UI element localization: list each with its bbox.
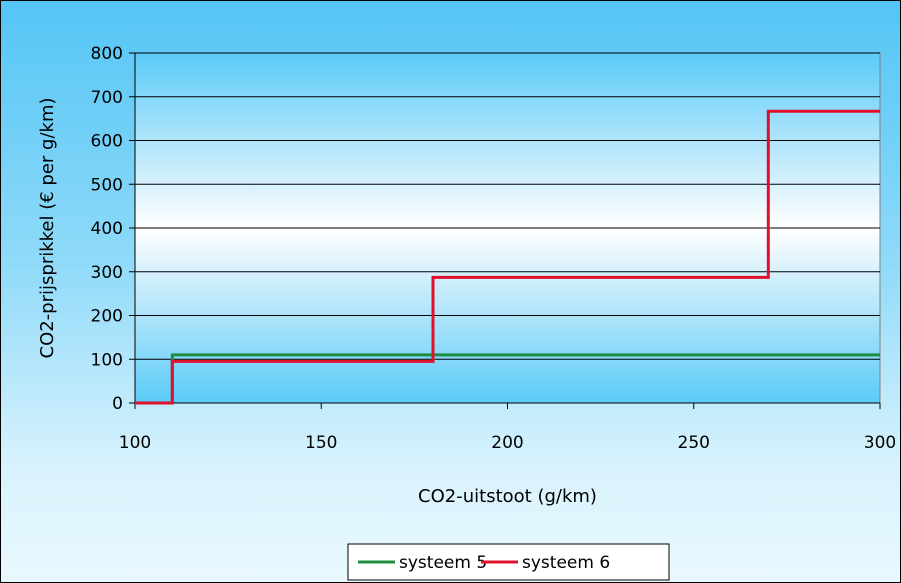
y-tick-label: 200	[91, 307, 123, 327]
legend-label-2: systeem 6	[522, 553, 610, 573]
y-tick-label: 0	[112, 394, 123, 414]
series-lines	[135, 109, 880, 405]
axes	[129, 52, 881, 409]
y-tick-label: 300	[91, 263, 123, 283]
gridlines	[135, 52, 880, 360]
x-tick-label: 200	[491, 433, 523, 453]
x-tick-label: 100	[119, 433, 151, 453]
x-axis-title: CO2-uitstoot (g/km)	[418, 486, 597, 507]
x-tick-label: 300	[864, 433, 896, 453]
y-tick-label: 400	[91, 219, 123, 239]
y-tick-label: 500	[91, 175, 123, 195]
legend-label-1: systeem 5	[399, 553, 487, 573]
y-tick-label: 100	[91, 350, 123, 370]
y-tick-label: 800	[91, 44, 123, 64]
y-axis-title: CO2-prijsprikkel (€ per g/km)	[37, 97, 58, 358]
y-tick-label: 700	[91, 88, 123, 108]
x-tick-label: 150	[305, 433, 337, 453]
x-tick-label: 250	[678, 433, 710, 453]
y-tick-label: 600	[91, 132, 123, 152]
tick-labels: 0 100 200 300 400 500 600 700 800 100 150 200 250 300	[91, 44, 897, 453]
legend: systeem 5 systeem 6	[347, 543, 670, 581]
series-line-2	[135, 109, 880, 405]
